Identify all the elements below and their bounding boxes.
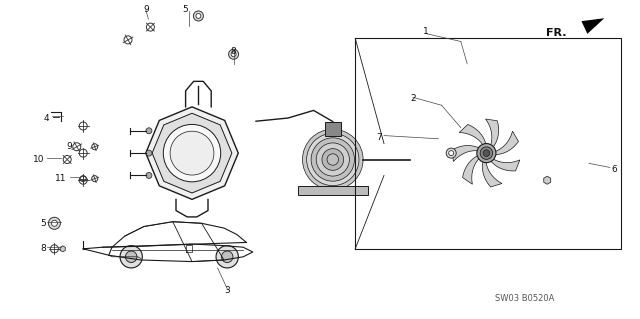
Polygon shape	[495, 131, 518, 155]
Circle shape	[483, 150, 490, 157]
Circle shape	[146, 173, 152, 178]
Bar	[325, 122, 341, 136]
Polygon shape	[490, 159, 520, 171]
Circle shape	[216, 246, 238, 268]
Polygon shape	[459, 124, 486, 145]
Text: 8: 8	[231, 47, 236, 56]
Polygon shape	[452, 145, 479, 161]
Text: 9: 9	[143, 5, 148, 14]
Polygon shape	[544, 176, 550, 184]
Circle shape	[196, 13, 201, 19]
Circle shape	[303, 129, 363, 190]
Polygon shape	[483, 161, 502, 187]
Circle shape	[446, 148, 456, 158]
Text: SW03 B0520A: SW03 B0520A	[495, 294, 554, 303]
Circle shape	[327, 154, 339, 165]
Circle shape	[316, 143, 349, 176]
Circle shape	[120, 246, 142, 268]
Text: 11: 11	[55, 174, 67, 183]
Circle shape	[231, 52, 236, 57]
Circle shape	[49, 217, 60, 229]
Circle shape	[163, 124, 221, 182]
Text: 2: 2	[410, 94, 415, 103]
Text: 1: 1	[423, 27, 428, 36]
Polygon shape	[146, 107, 238, 199]
Circle shape	[146, 128, 152, 134]
Text: 4: 4	[44, 114, 49, 122]
Circle shape	[307, 133, 359, 186]
Circle shape	[311, 138, 355, 181]
Bar	[298, 186, 368, 195]
Circle shape	[221, 251, 233, 263]
Text: 5: 5	[41, 219, 46, 228]
Circle shape	[228, 49, 239, 59]
Circle shape	[146, 150, 152, 156]
Text: 9: 9	[67, 142, 72, 151]
Circle shape	[449, 151, 454, 156]
Text: 7: 7	[377, 133, 382, 142]
Circle shape	[170, 131, 214, 175]
Circle shape	[125, 251, 137, 263]
Text: 8: 8	[41, 244, 46, 253]
Circle shape	[322, 149, 344, 170]
Circle shape	[477, 144, 496, 163]
Circle shape	[51, 220, 58, 226]
Polygon shape	[463, 155, 479, 184]
Circle shape	[193, 11, 204, 21]
Polygon shape	[486, 119, 499, 147]
Text: 5: 5	[182, 5, 188, 14]
Text: 10: 10	[33, 155, 44, 164]
Polygon shape	[582, 18, 604, 34]
Polygon shape	[152, 113, 232, 193]
Text: 6: 6	[612, 165, 617, 174]
Text: 3: 3	[225, 286, 230, 295]
Polygon shape	[60, 246, 65, 252]
Text: FR.: FR.	[546, 28, 566, 39]
Circle shape	[480, 147, 493, 159]
